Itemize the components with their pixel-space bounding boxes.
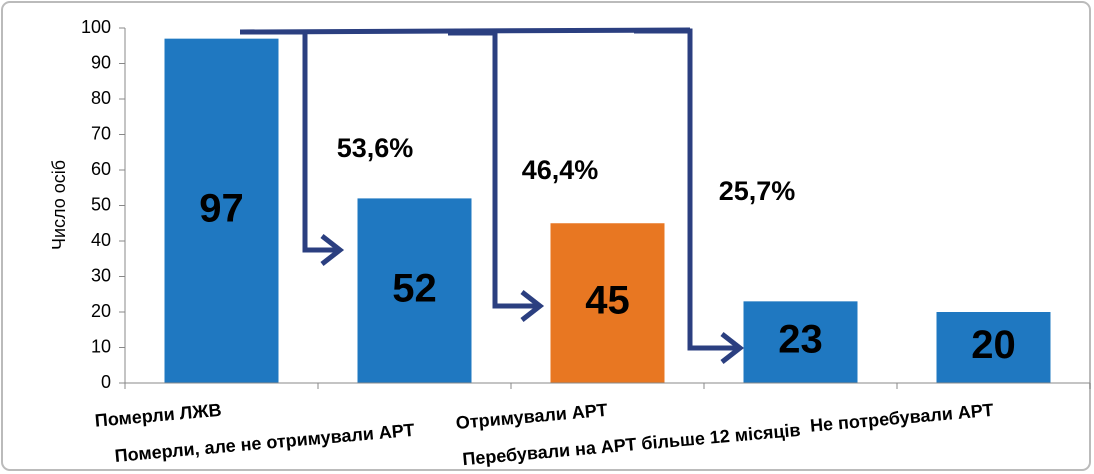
y-tick-label: 60 [91,159,111,179]
data-label: 23 [778,318,823,362]
y-tick-label: 90 [91,52,111,72]
data-label: 52 [392,266,437,310]
y-tick-label: 0 [101,372,111,392]
bar [936,312,1051,383]
y-tick-label: 40 [91,230,111,250]
y-tick-label: 100 [81,17,111,37]
x-tick-label: Не потребували АРТ [809,400,994,436]
data-label: 97 [199,186,244,230]
bar [550,223,665,383]
y-tick-label: 20 [91,301,111,321]
arrow [240,29,345,266]
data-label: 20 [971,323,1016,367]
y-tick-label: 50 [91,194,111,214]
bar [164,38,279,384]
x-tick-label: Померли, але не отримували АРТ [114,420,415,466]
arrow [448,30,545,322]
annotation: 25,7% [719,176,796,206]
bar [357,198,472,383]
annotation: 46,4% [522,155,599,185]
y-tick-label: 80 [91,88,111,108]
y-tick-label: 70 [91,123,111,143]
y-tick-label: 10 [91,336,111,356]
y-axis-label: Число осіб [49,160,69,250]
x-tick-label: Померли ЛЖВ [94,400,222,431]
x-tick-label: Отримували АРТ [455,400,608,433]
annotation: 53,6% [337,133,414,163]
arrow [634,28,745,364]
arrows [239,27,745,364]
y-tick-label: 30 [91,265,111,285]
data-label: 45 [585,279,630,323]
bar [743,301,858,383]
